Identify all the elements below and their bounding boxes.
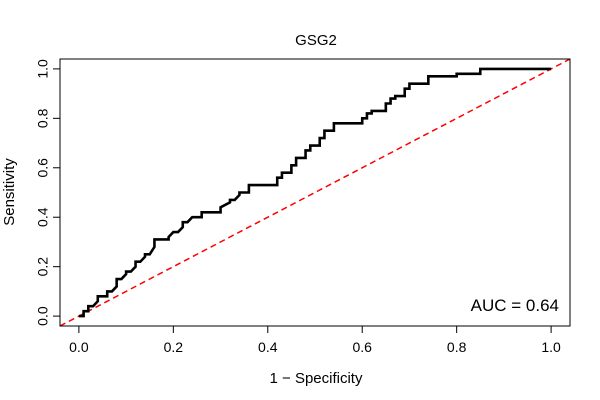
y-tick-label: 0.6: [35, 158, 51, 178]
series-layer: [59, 58, 571, 327]
x-tick-label: 0.6: [352, 339, 372, 355]
y-tick-label: 0.2: [35, 257, 51, 277]
x-tick-label: 0.4: [258, 339, 278, 355]
x-axis-label: 1 − Specificity: [270, 370, 363, 387]
roc-curve-line: [78, 67, 552, 318]
y-axis-label: Sensitivity: [1, 158, 18, 226]
reference-diagonal-line: [59, 58, 571, 327]
y-tick-label: 0.4: [35, 207, 51, 227]
auc-annotation: AUC = 0.64: [471, 296, 559, 315]
x-tick-label: 1.0: [541, 339, 561, 355]
x-tick-label: 0.8: [447, 339, 467, 355]
y-tick-label: 0.8: [35, 108, 51, 128]
x-tick-label: 0.2: [164, 339, 184, 355]
y-tick-label: 0.0: [35, 306, 51, 326]
x-axis: 0.0 0.2 0.4 0.6 0.8 1.0: [69, 325, 561, 355]
x-tick-label: 0.0: [69, 339, 89, 355]
chart-title: GSG2: [295, 32, 337, 49]
y-axis: 0.0 0.2 0.4 0.6 0.8 1.0: [35, 59, 61, 326]
y-tick-label: 1.0: [35, 59, 51, 79]
